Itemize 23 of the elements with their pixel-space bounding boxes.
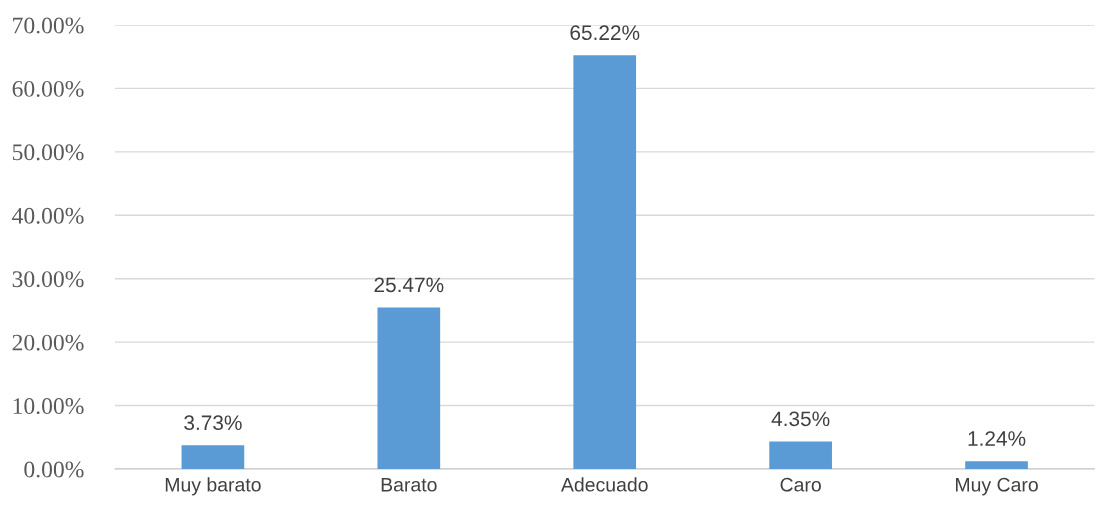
bar (377, 307, 441, 469)
x-tick-label: Muy barato (165, 477, 261, 496)
y-tick-label: 60.00% (12, 80, 84, 97)
bar (181, 445, 245, 469)
y-tick-label: 20.00% (12, 334, 84, 351)
y-tick-label: 50.00% (12, 144, 84, 161)
data-label: 4.35% (771, 411, 830, 427)
y-tick-label: 0.00% (24, 461, 84, 478)
y-tick-label: 30.00% (12, 271, 84, 288)
x-tick-label: Adecuado (560, 477, 648, 492)
x-tick-label: Barato (381, 478, 437, 492)
bar (965, 461, 1028, 469)
bar (769, 441, 832, 469)
data-label: 25.47% (374, 277, 444, 293)
x-tick-label: Caro (780, 477, 821, 492)
y-tick-label: 10.00% (13, 398, 84, 415)
y-tick-label: 70.00% (13, 17, 84, 34)
bar (573, 55, 637, 469)
data-label: 3.73% (184, 415, 242, 431)
y-tick-label: 40.00% (12, 207, 84, 224)
x-tick-label: Muy Caro (956, 477, 1038, 496)
data-label: 65.22% (570, 25, 640, 41)
data-label: 1.24% (968, 431, 1026, 446)
